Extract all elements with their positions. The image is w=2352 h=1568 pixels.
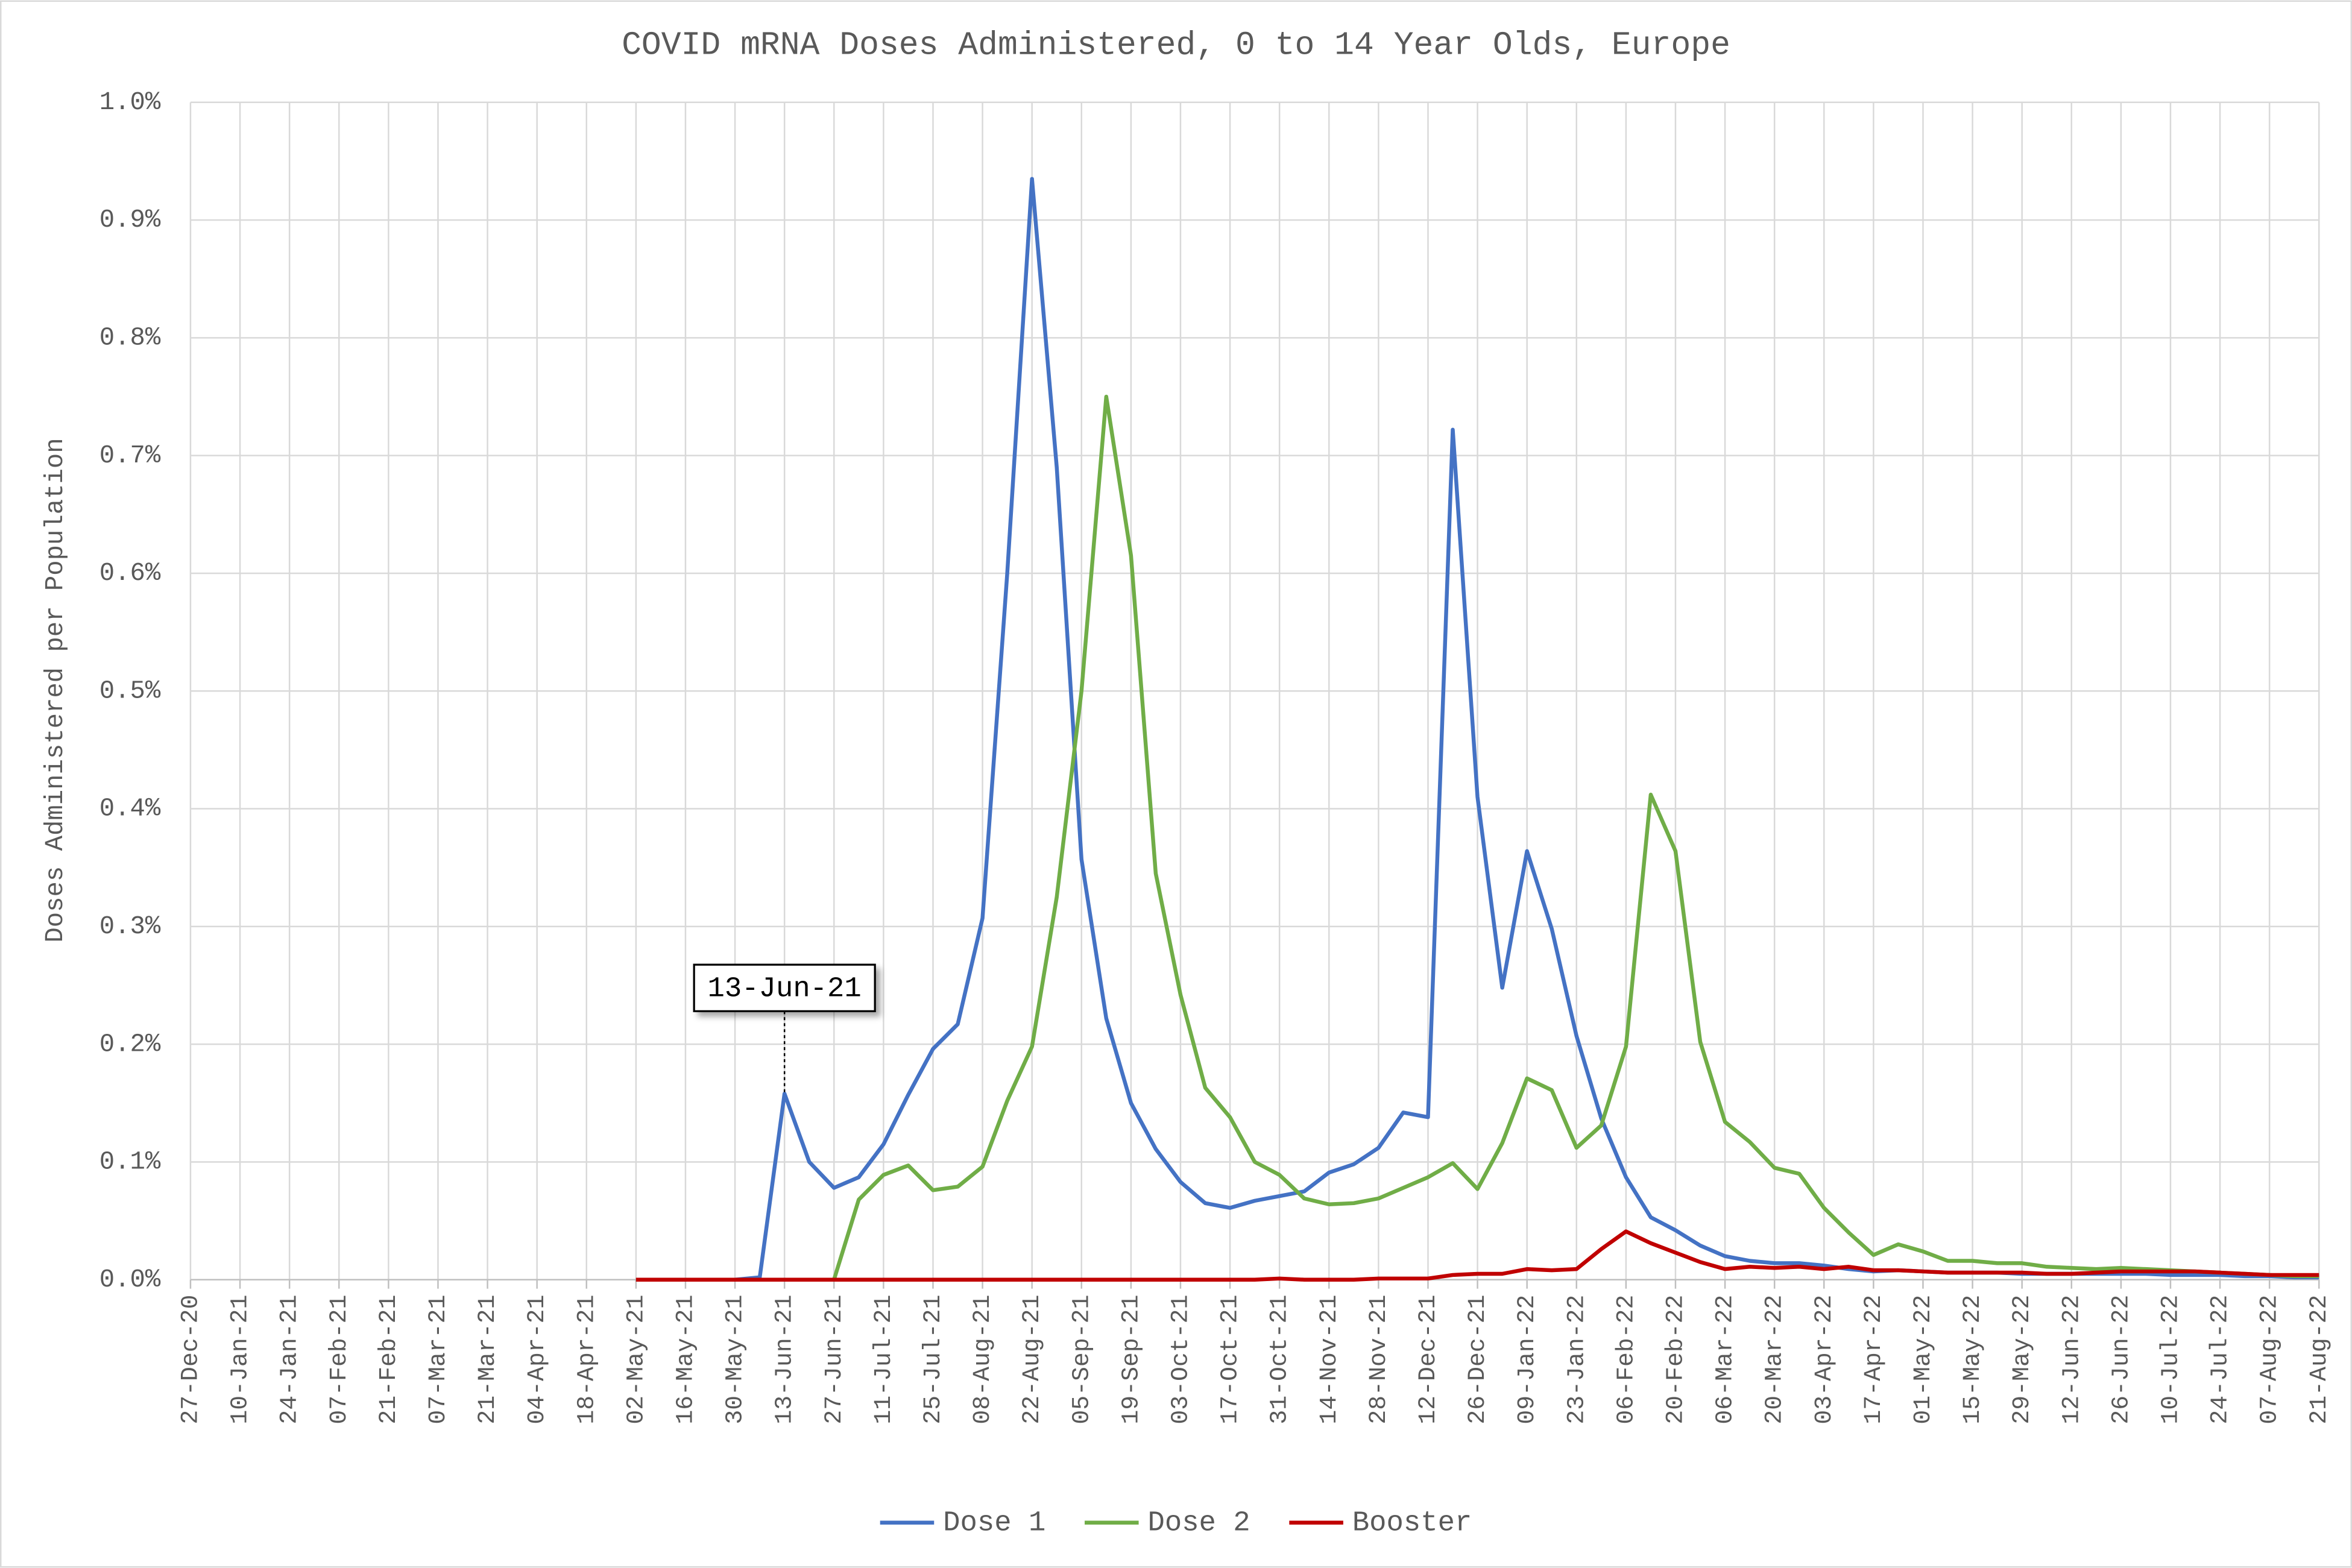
x-tick-label: 06-Mar-22	[1712, 1295, 1739, 1425]
x-tick-label: 14-Nov-21	[1316, 1295, 1343, 1425]
x-tick-label: 06-Feb-22	[1612, 1295, 1639, 1425]
x-tick-label: 09-Jan-22	[1513, 1295, 1540, 1425]
x-tick-label: 15-May-22	[1959, 1295, 1986, 1425]
y-tick-label: 0.7%	[99, 441, 161, 470]
annotation-box	[693, 963, 876, 1012]
x-tick-label: 12-Dec-21	[1414, 1295, 1442, 1425]
legend-label: Booster	[1352, 1507, 1472, 1539]
x-tick-label: 21-Feb-21	[375, 1295, 402, 1425]
x-tick-label: 21-Aug-22	[2306, 1295, 2333, 1425]
x-tick-label: 10-Jul-22	[2157, 1295, 2184, 1425]
x-tick-label: 30-May-21	[722, 1295, 749, 1425]
x-tick-label: 20-Feb-22	[1662, 1295, 1689, 1425]
x-tick-label: 20-Mar-22	[1761, 1295, 1788, 1425]
y-tick-label: 0.6%	[99, 559, 161, 588]
x-tick-label: 24-Jul-22	[2207, 1295, 2234, 1425]
chart-title: COVID mRNA Doses Administered, 0 to 14 Y…	[622, 27, 1730, 65]
x-tick-label: 27-Jun-21	[821, 1295, 848, 1425]
x-tick-label: 08-Aug-21	[969, 1295, 996, 1425]
x-tick-label: 28-Nov-21	[1365, 1295, 1392, 1425]
legend-item: Dose 2	[1085, 1507, 1250, 1539]
x-tick-label: 29-May-22	[2008, 1295, 2035, 1425]
y-tick-label: 0.0%	[99, 1265, 161, 1294]
x-tick-label: 27-Dec-20	[177, 1295, 204, 1425]
x-tick-label: 04-Apr-21	[523, 1295, 550, 1425]
grid: 0.0% 0.1% 0.2% 0.3% 0.4% 0.5% 0.6% 0.7% 0.8% 0.9%…	[99, 88, 2333, 1425]
x-tick-label: 21-Mar-21	[474, 1295, 501, 1425]
y-tick-label: 0.8%	[99, 324, 161, 353]
legend-label: Dose 2	[1148, 1507, 1250, 1539]
x-tick-label: 05-Sep-21	[1068, 1295, 1095, 1425]
x-tick-label: 31-Oct-21	[1266, 1295, 1293, 1425]
series-line	[635, 394, 2319, 1282]
x-tick-label: 26-Jun-22	[2107, 1295, 2134, 1425]
legend-item: Booster	[1289, 1507, 1472, 1539]
x-tick-label: 16-May-21	[672, 1295, 699, 1425]
plot-lines	[635, 177, 2319, 1282]
x-tick-label: 12-Jun-22	[2058, 1295, 2085, 1425]
annotation: 13-Jun-21	[693, 963, 876, 1094]
y-tick-label: 0.5%	[99, 676, 161, 705]
x-tick-label: 19-Sep-21	[1117, 1295, 1144, 1425]
y-tick-label: 0.1%	[99, 1148, 161, 1177]
y-tick-label: 0.3%	[99, 912, 161, 941]
x-tick-label: 17-Apr-22	[1860, 1295, 1887, 1425]
x-tick-label: 22-Aug-21	[1018, 1295, 1045, 1425]
x-tick-label: 25-Jul-21	[919, 1295, 947, 1425]
x-tick-label: 26-Dec-21	[1464, 1295, 1491, 1425]
y-tick-label: 1.0%	[99, 88, 161, 117]
x-tick-label: 03-Oct-21	[1167, 1295, 1194, 1425]
y-tick-label: 0.2%	[99, 1030, 161, 1059]
y-tick-label: 0.9%	[99, 206, 161, 235]
y-tick-label: 0.4%	[99, 795, 161, 823]
x-tick-label: 02-May-21	[622, 1295, 649, 1425]
x-tick-label: 13-Jun-21	[771, 1295, 798, 1425]
legend: Dose 1 Dose 2 Booster	[880, 1507, 1472, 1539]
x-tick-label: 18-Apr-21	[573, 1295, 600, 1425]
x-tick-label: 24-Jan-21	[276, 1295, 303, 1425]
x-tick-label: 07-Aug-22	[2256, 1295, 2283, 1425]
annotation-label: 13-Jun-21	[708, 974, 862, 1006]
x-tick-label: 11-Jul-21	[870, 1295, 897, 1425]
x-tick-label: 01-May-22	[1909, 1295, 1937, 1425]
x-tick-label: 10-Jan-21	[227, 1295, 254, 1425]
x-tick-label: 23-Jan-22	[1563, 1295, 1590, 1425]
x-tick-label: 03-Apr-22	[1811, 1295, 1838, 1425]
y-axis-title: Doses Administered per Population	[41, 438, 70, 942]
legend-item: Dose 1	[880, 1507, 1045, 1539]
x-tick-label: 07-Mar-21	[424, 1295, 452, 1425]
x-tick-label: 17-Oct-21	[1217, 1295, 1244, 1425]
x-tick-label: 07-Feb-21	[326, 1295, 353, 1425]
series-line	[635, 1229, 2319, 1282]
legend-label: Dose 1	[943, 1507, 1045, 1539]
